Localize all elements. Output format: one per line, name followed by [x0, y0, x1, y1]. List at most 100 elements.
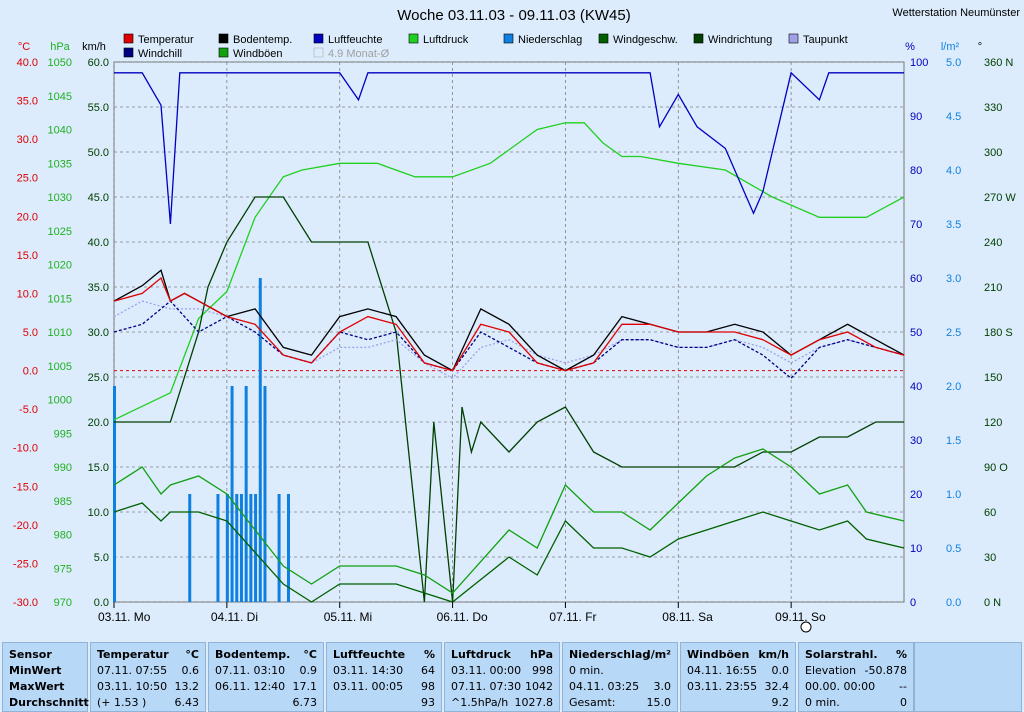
stats-column-windb-en: Windböen km/h 04.11. 16:55 0.0 03.11. 23:55 3…: [680, 642, 796, 712]
stats-value-row: 07.11. 03:10 0.9: [215, 663, 317, 679]
pressure-tick-label: 980: [54, 530, 72, 542]
pressure-tick-label: 1025: [48, 226, 72, 238]
direction-tick-label: 30: [984, 552, 996, 564]
stats-value-row: 9.2: [687, 695, 790, 711]
direction-unit-label: °: [978, 41, 982, 53]
legend-label: Luftdruck: [423, 34, 469, 46]
stats-column-header: Bodentemp. °C: [215, 647, 317, 663]
direction-tick-label: 240: [984, 237, 1002, 249]
pressure-tick-label: 975: [54, 563, 72, 575]
station-name: Wetterstation Neumünster: [892, 7, 1020, 19]
rain-bar: [244, 386, 248, 602]
stats-cell-label: 07.11. 07:55: [97, 664, 168, 677]
day-label: 09.11. So: [775, 610, 826, 624]
pressure-tick-label: 1050: [48, 57, 72, 69]
pressure-tick-label: 1000: [48, 395, 72, 407]
series-line-temperatur: [113, 276, 905, 372]
stats-cell-label: 07.11. 03:10: [215, 664, 286, 677]
stats-cell-value: 3.0: [653, 680, 672, 693]
stats-cell-label: 03.11. 23:55: [687, 680, 758, 693]
sensor-header: Sensor: [9, 648, 52, 661]
wind-tick-label: 60.0: [88, 57, 109, 69]
temp-tick-label: -10.0: [13, 443, 38, 455]
direction-tick-label: 180 S: [984, 327, 1013, 339]
temp-tick-label: 25.0: [17, 173, 38, 185]
stats-value-row: 93: [333, 695, 435, 711]
legend-label: Bodentemp.: [233, 34, 292, 46]
stats-cell-value: °C: [185, 648, 199, 661]
stats-cell-value: 6.73: [292, 696, 318, 709]
humidity-tick-label: 0: [910, 597, 916, 609]
wind-tick-label: 10.0: [88, 507, 109, 519]
series-line-windchill: [113, 300, 905, 380]
legend-swatch: [788, 33, 799, 44]
pressure-tick-label: 1015: [48, 293, 72, 305]
series-windb-en: [113, 448, 905, 594]
stats-column-header: Luftdruck hPa: [451, 647, 553, 663]
stats-cell-label: 03.11. 00:00: [451, 664, 522, 677]
rain-bar: [254, 494, 258, 602]
stats-cell-value: l/m²: [646, 648, 671, 661]
rain-bar: [235, 494, 239, 602]
direction-tick-label: 60: [984, 507, 996, 519]
stats-sensor-column: Sensor MinWert MaxWert Durchschnitt: [2, 642, 89, 712]
stats-column-header: Temperatur °C: [97, 647, 199, 663]
stats-column-luftfeuchte: Luftfeuchte% 03.11. 14:30 64 03.11. 00:05 98…: [326, 642, 442, 712]
pressure-tick-label: 1040: [48, 125, 72, 137]
rain-tick-label: 1.5: [946, 435, 961, 447]
direction-tick-label: 270 W: [984, 192, 1016, 204]
stats-cell-label: Niederschlag: [569, 648, 651, 661]
max-label: MaxWert: [9, 680, 65, 693]
stats-column-header: Luftfeuchte%: [333, 647, 435, 663]
temp-unit-label: °C: [18, 41, 30, 53]
current-time-marker: [800, 621, 812, 633]
series-line-windrichtung: [114, 196, 904, 603]
humidity-unit-label: %: [905, 41, 915, 53]
pressure-unit-label: hPa: [50, 41, 70, 53]
stats-value-row: 07.11. 07:30 1042: [451, 679, 553, 695]
series-taupunkt: [113, 300, 905, 380]
legend-swatch: [123, 33, 134, 44]
stats-cell-value: %: [423, 648, 435, 661]
wind-tick-label: 0.0: [94, 597, 109, 609]
day-label: 06.11. Do: [437, 610, 488, 624]
temp-tick-label: 0.0: [23, 366, 38, 378]
stats-column-header: Solarstrahl.%: [805, 647, 907, 663]
legend-label: Luftfeuchte: [328, 34, 382, 46]
stats-cell-value: %: [895, 648, 907, 661]
legend-swatch: [218, 47, 229, 58]
humidity-tick-label: 60: [910, 273, 922, 285]
day-label: 04.11. Di: [211, 610, 258, 624]
rain-tick-label: 5.0: [946, 57, 961, 69]
wind-tick-label: 40.0: [88, 237, 109, 249]
day-label: 05.11. Mi: [324, 610, 372, 624]
pressure-tick-label: 985: [54, 496, 72, 508]
weather-chart: 40.0 35.0 30.0 25.0 20.0 15.0 10.0 5.0 0.0 -5.0 -1…: [13, 7, 1020, 633]
stats-cell-value: 1042: [525, 680, 553, 693]
pressure-tick-label: 970: [54, 597, 72, 609]
legend-swatch: [313, 33, 324, 44]
series-temperatur: [113, 276, 905, 372]
humidity-tick-label: 80: [910, 165, 922, 177]
stats-column-niederschlag: Niederschlag l/m² 0 min. 04.11. 03:25 3.0 Ges…: [562, 642, 678, 712]
stats-value-row: 03.11. 10:50 13.2: [97, 679, 199, 695]
stats-cell-label: Temperatur: [97, 648, 169, 661]
pressure-tick-label: 995: [54, 428, 72, 440]
stats-cell-value: 0: [900, 696, 907, 709]
series-line-windb-en: [113, 448, 905, 594]
rain-tick-label: 2.0: [946, 381, 961, 393]
stats-cell-value: 6.43: [174, 696, 200, 709]
stats-cell-value: 0.0: [771, 664, 790, 677]
series-line-luftfeuchte: [114, 71, 904, 225]
stats-cell-value: 1027.8: [514, 696, 554, 709]
stats-cell-value: 0.9: [299, 664, 318, 677]
stats-cell-value: 17.1: [292, 680, 318, 693]
rain-bar: [239, 494, 243, 602]
wind-tick-label: 20.0: [88, 417, 109, 429]
stats-cell-label: 04.11. 16:55: [687, 664, 758, 677]
pressure-tick-label: 1035: [48, 158, 72, 170]
legend-label: Windrichtung: [708, 34, 772, 46]
rain-tick-label: 0.0: [946, 597, 961, 609]
chart-title: Woche 03.11.03 - 09.11.03 (KW45): [397, 7, 630, 24]
rain-tick-label: 0.5: [946, 543, 961, 555]
